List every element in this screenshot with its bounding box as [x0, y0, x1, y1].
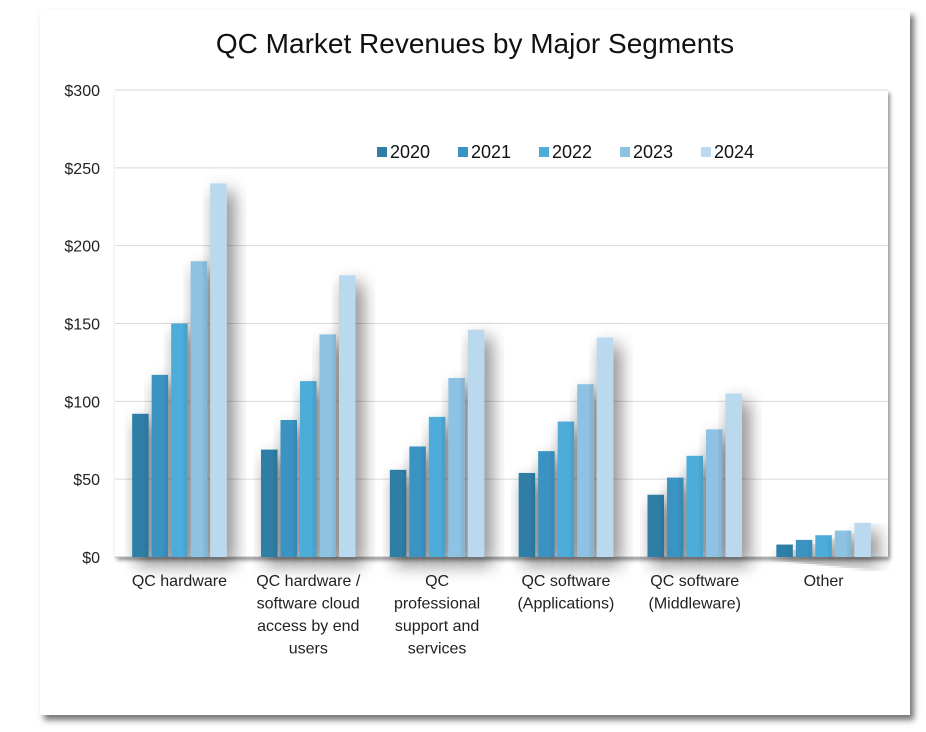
- legend-entry: 2021: [471, 142, 511, 162]
- bar: [132, 413, 149, 557]
- x-tick-label: Other: [804, 573, 845, 590]
- chart-title: QC Market Revenues by Major Segments: [215, 28, 735, 59]
- bar: [210, 183, 227, 557]
- legend-swatch: [539, 147, 549, 157]
- bar: [428, 416, 446, 557]
- y-tick-label: $300: [64, 83, 100, 100]
- bar: [448, 377, 465, 557]
- legend-swatch: [377, 147, 387, 157]
- y-tick-label: $50: [73, 472, 100, 489]
- legend-entry: 2023: [633, 142, 673, 162]
- bar: [667, 477, 684, 557]
- x-tick-label: QC software (Middleware): [649, 573, 741, 613]
- x-tick-label: QC software (Applications): [517, 573, 614, 613]
- bar: [518, 472, 536, 557]
- bar: [300, 381, 317, 557]
- bar: [834, 530, 852, 557]
- bar: [596, 337, 614, 557]
- y-axis-ticks: $0 $50 $100 $150 $200 $250 $300: [64, 83, 100, 567]
- bar: [409, 446, 426, 557]
- bar: [190, 261, 208, 557]
- x-axis-labels: QC hardware QC hardware / software cloud ac…: [132, 573, 844, 658]
- bar: [577, 384, 594, 557]
- bar: [467, 329, 485, 557]
- x-tick-label: QC hardware: [132, 573, 227, 590]
- bar: [776, 544, 793, 557]
- legend: 2020 2021 2022 2023 2024: [377, 142, 754, 162]
- y-tick-label: $150: [64, 317, 100, 334]
- bar: [261, 449, 278, 557]
- bars: [132, 183, 871, 557]
- y-tick-label: $200: [64, 239, 100, 256]
- bar: [795, 539, 813, 557]
- bar: [280, 420, 297, 557]
- bar: [389, 469, 407, 557]
- bar: [339, 275, 356, 557]
- legend-swatch: [458, 147, 468, 157]
- bar: [815, 535, 832, 557]
- y-tick-label: $100: [64, 394, 100, 411]
- legend-entry: 2024: [714, 142, 754, 162]
- x-tick-label: QC professional support and services: [394, 573, 480, 658]
- bar: [725, 393, 742, 557]
- legend-swatch: [620, 147, 630, 157]
- bar: [686, 455, 703, 557]
- bar: [538, 451, 555, 557]
- legend-entry: 2022: [552, 142, 592, 162]
- gridlines: [115, 89, 888, 558]
- y-tick-label: $250: [64, 161, 100, 178]
- x-tick-label: QC hardware / software cloud access by end…: [256, 573, 361, 658]
- bar: [171, 323, 188, 557]
- legend-swatch: [701, 147, 711, 157]
- bar: [557, 421, 575, 557]
- bar: [319, 334, 336, 557]
- y-tick-label: $0: [82, 550, 100, 567]
- legend-entry: 2020: [390, 142, 430, 162]
- bar: [151, 374, 169, 557]
- bar: [647, 494, 664, 557]
- bar: [706, 429, 723, 557]
- bar: [854, 522, 871, 557]
